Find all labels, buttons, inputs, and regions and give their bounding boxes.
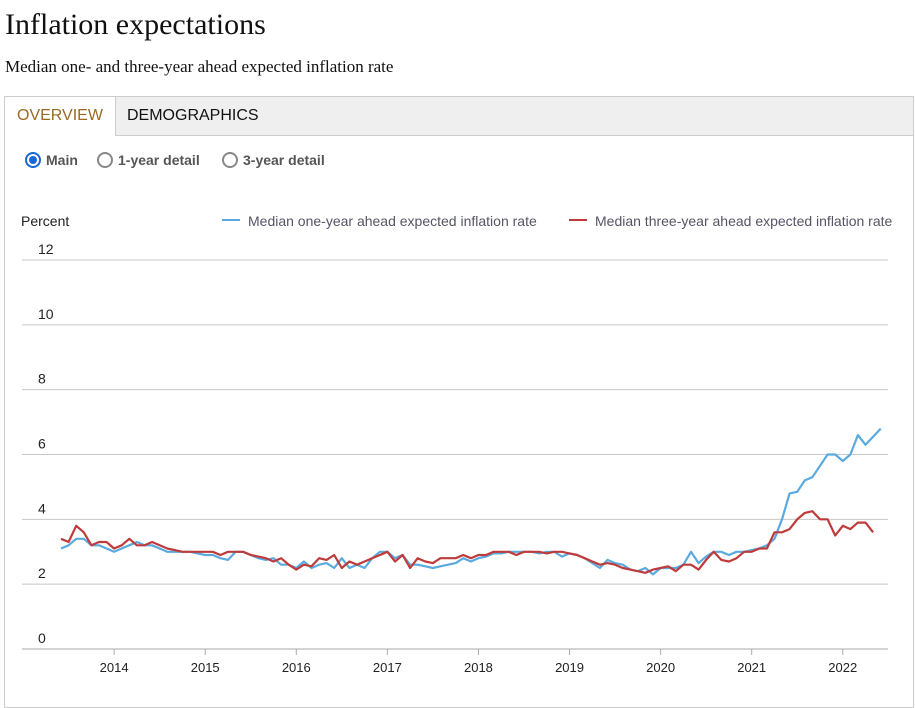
y-tick-label: 6: [38, 436, 46, 452]
y-axis-label: Percent: [21, 213, 69, 229]
tab-bar: OVERVIEW DEMOGRAPHICS: [5, 97, 913, 136]
x-tick-label: 2020: [646, 660, 675, 675]
y-tick-label: 8: [38, 371, 46, 387]
y-tick-label: 4: [38, 500, 46, 516]
x-tick-label: 2015: [191, 660, 220, 675]
radio-unchecked-icon[interactable]: [97, 152, 113, 168]
page-title: Inflation expectations: [5, 8, 266, 41]
chart-panel: OVERVIEW DEMOGRAPHICS Main 1-year detail…: [4, 96, 914, 708]
page-subtitle: Median one- and three-year ahead expecte…: [5, 57, 394, 76]
radio-main[interactable]: Main: [25, 152, 78, 168]
x-tick-label: 2016: [282, 660, 311, 675]
legend: Median one-year ahead expected inflation…: [222, 213, 893, 229]
legend-label-one-year[interactable]: Median one-year ahead expected inflation…: [248, 213, 537, 229]
x-tick-label: 2017: [373, 660, 402, 675]
x-tick-label: 2022: [828, 660, 857, 675]
x-tick-label: 2021: [737, 660, 766, 675]
y-tick-label: 2: [38, 565, 46, 581]
y-tick-label: 12: [38, 241, 54, 257]
radio-checked-icon[interactable]: [25, 152, 41, 168]
x-tick-label: 2018: [464, 660, 493, 675]
radio-label: 3-year detail: [243, 152, 325, 168]
tab-overview[interactable]: OVERVIEW: [5, 97, 116, 136]
radio-label: Main: [46, 152, 78, 168]
tab-demographics[interactable]: DEMOGRAPHICS: [127, 107, 259, 124]
radio-unchecked-icon[interactable]: [222, 152, 238, 168]
radio-3-year-detail[interactable]: 3-year detail: [222, 152, 325, 168]
x-tick-label: 2014: [100, 660, 129, 675]
y-tick-label: 0: [38, 630, 46, 646]
legend-label-three-year[interactable]: Median three-year ahead expected inflati…: [595, 213, 893, 229]
radio-label: 1-year detail: [118, 152, 200, 168]
series-line-three-year: [60, 510, 874, 574]
y-tick-label: 10: [38, 306, 54, 322]
x-tick-label: 2019: [555, 660, 584, 675]
radio-1-year-detail[interactable]: 1-year detail: [97, 152, 200, 168]
